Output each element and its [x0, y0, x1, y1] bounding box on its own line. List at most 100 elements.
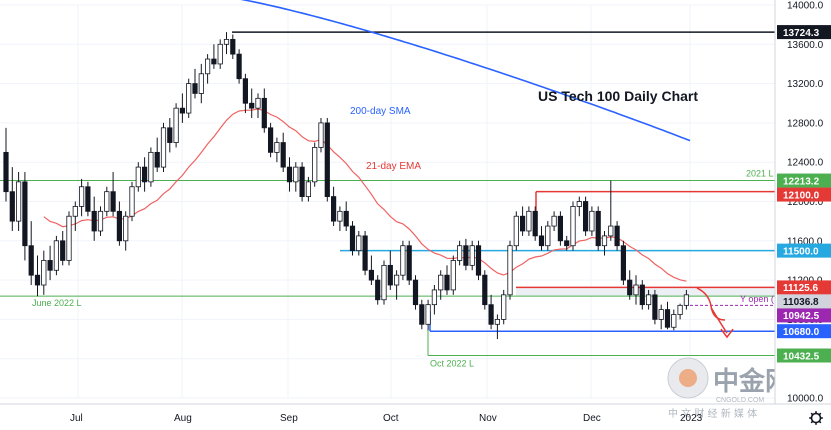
candle: [356, 230, 362, 256]
candle: [79, 178, 85, 217]
candle: [589, 206, 595, 236]
candle: [53, 235, 60, 276]
candle: [627, 270, 633, 300]
candle: [123, 211, 129, 251]
x-tick-label: Dec: [583, 413, 601, 424]
price-label-text: 13724.3: [783, 28, 820, 39]
candle: [236, 49, 242, 84]
y-tick-label: 12400.0: [787, 158, 824, 169]
resistance-zone: [516, 287, 775, 297]
candle-body: [179, 107, 185, 114]
candle: [683, 289, 690, 310]
candle: [3, 127, 9, 202]
price-label-bg: [777, 280, 831, 295]
x-tick-label: Nov: [479, 413, 497, 424]
y-tick-label: 12000.0: [787, 197, 824, 208]
candle-body: [513, 215, 519, 247]
candle: [179, 93, 185, 123]
candle-body: [72, 206, 78, 217]
candle: [362, 230, 368, 276]
candle: [570, 201, 576, 251]
candle: [223, 32, 230, 55]
candle: [456, 240, 463, 266]
candle: [85, 181, 91, 217]
candle: [658, 304, 664, 330]
candle-body: [419, 304, 425, 325]
candle: [375, 275, 381, 305]
candle-body: [249, 102, 255, 109]
candle: [507, 240, 513, 300]
candle: [526, 206, 532, 236]
candle-body: [47, 260, 53, 271]
candle-body: [469, 245, 475, 266]
arrow-path-1: [696, 287, 726, 321]
candle-body: [652, 294, 658, 320]
price-label-bg: [777, 324, 831, 339]
candle: [463, 238, 469, 271]
candle-body: [507, 245, 513, 296]
price-label-bg: [777, 308, 831, 323]
candle: [324, 117, 330, 202]
price-label-10942.5: 10942.5: [777, 308, 831, 323]
candle: [620, 240, 627, 286]
price-label-10680.0: 10680.0: [777, 324, 831, 339]
candle-body: [154, 151, 160, 168]
price-label-text: 11500.0: [783, 246, 819, 257]
y-axis[interactable]: 14000.0 13600.0 13200.0 12800.0 12400.0 12000…: [774, 0, 831, 430]
y-tick-label: 10000.0: [787, 394, 824, 405]
candle: [343, 201, 349, 231]
candle: [368, 255, 375, 286]
candle-body: [160, 127, 167, 168]
candle-body: [475, 245, 482, 276]
candle: [312, 142, 318, 187]
candle: [520, 206, 526, 236]
price-label-text: 10942.5: [783, 311, 820, 322]
candle-body: [444, 274, 450, 291]
price-label-bg: [777, 348, 831, 363]
candle-body: [337, 210, 343, 222]
candle: [400, 240, 406, 281]
candle-body: [186, 83, 192, 114]
candle: [28, 221, 34, 286]
candle-body: [387, 264, 393, 286]
gear-icon[interactable]: [809, 411, 823, 425]
candle: [532, 206, 538, 241]
candle-body: [230, 38, 236, 55]
candle-body: [330, 196, 337, 222]
candle: [318, 117, 324, 153]
candle-body: [192, 83, 198, 94]
candle-body: [15, 181, 22, 222]
candle: [186, 78, 192, 118]
candle: [293, 162, 299, 192]
x-tick-label: 2023: [680, 413, 703, 424]
candle: [280, 132, 286, 173]
candle: [576, 196, 582, 217]
candle-body: [381, 264, 387, 301]
candle-body: [343, 210, 349, 227]
candle-body: [368, 269, 375, 281]
candle-body: [375, 279, 381, 301]
ema-label: 21-day EMA: [366, 161, 421, 172]
candle-body: [362, 235, 368, 271]
candle-body: [664, 309, 671, 328]
candle-body: [22, 181, 28, 247]
watermark-tagline: 中 文 财 经 新 媒 体: [668, 407, 757, 420]
candle: [22, 172, 28, 261]
candle: [204, 54, 211, 84]
candle-body: [570, 206, 576, 247]
candle-body: [520, 215, 526, 232]
candle-body: [66, 215, 72, 261]
price-label-bg: [777, 173, 831, 188]
candle: [9, 167, 15, 231]
x-axis[interactable]: Jul Aug Sep Oct Nov Dec 2023: [0, 403, 831, 424]
candle: [230, 34, 236, 60]
price-label-bg: [777, 294, 831, 309]
candle-body: [595, 210, 601, 247]
candle-body: [425, 304, 431, 325]
x-tick-label: Oct: [383, 413, 399, 424]
candle-body: [267, 127, 274, 153]
note-oct-2022-low: Oct 2022 L: [430, 359, 474, 369]
candle: [425, 299, 431, 331]
price-label-bg: [777, 25, 831, 40]
candle-body: [412, 279, 419, 306]
